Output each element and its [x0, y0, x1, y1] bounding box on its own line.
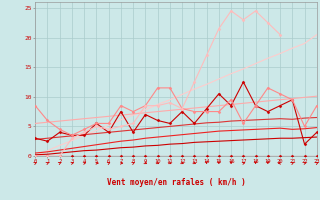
- X-axis label: Vent moyen/en rafales ( km/h ): Vent moyen/en rafales ( km/h ): [107, 178, 245, 187]
